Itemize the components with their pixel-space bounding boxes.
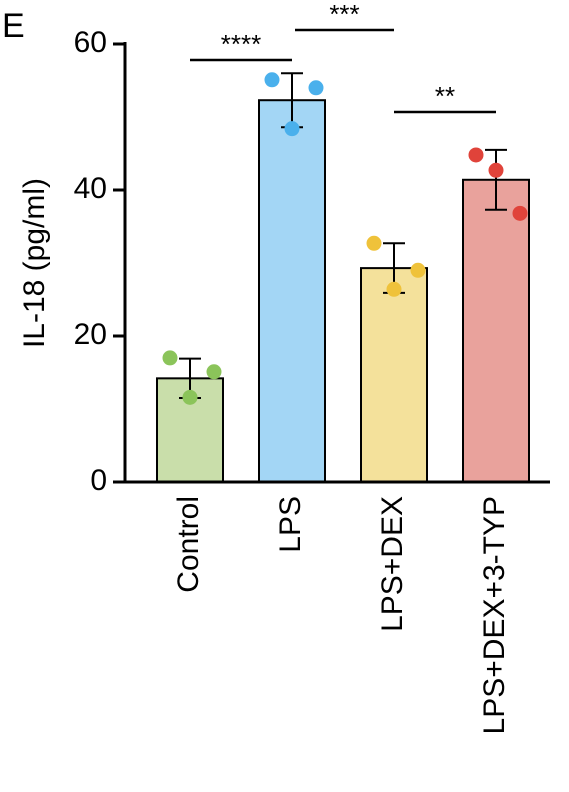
x-tick-label: LPS+DEX+3-TYP (478, 496, 511, 734)
data-point (410, 262, 426, 278)
y-axis-label: IL-18 (pg/ml) (18, 178, 51, 348)
panel-label: E (2, 7, 25, 45)
data-point (366, 235, 382, 251)
data-point (284, 121, 300, 137)
data-point (386, 281, 402, 297)
data-point (512, 205, 528, 221)
x-tick-label: LPS+DEX (376, 496, 409, 632)
y-tick-label: 0 (90, 464, 107, 497)
x-tick-label: Control (172, 496, 205, 593)
y-tick-label: 60 (74, 26, 107, 59)
bar (462, 178, 530, 483)
significance-label: ** (435, 81, 455, 111)
data-point (206, 364, 222, 380)
significance-label: *** (329, 0, 359, 29)
x-tick-label: LPS (274, 496, 307, 553)
bar (360, 267, 428, 483)
data-point (308, 80, 324, 96)
data-point (162, 350, 178, 366)
significance-label: **** (221, 29, 261, 59)
data-point (182, 389, 198, 405)
data-point (488, 162, 504, 178)
bar (258, 99, 326, 484)
data-point (468, 147, 484, 163)
y-tick-label: 40 (74, 172, 107, 205)
data-point (264, 72, 280, 88)
y-tick-label: 20 (74, 318, 107, 351)
